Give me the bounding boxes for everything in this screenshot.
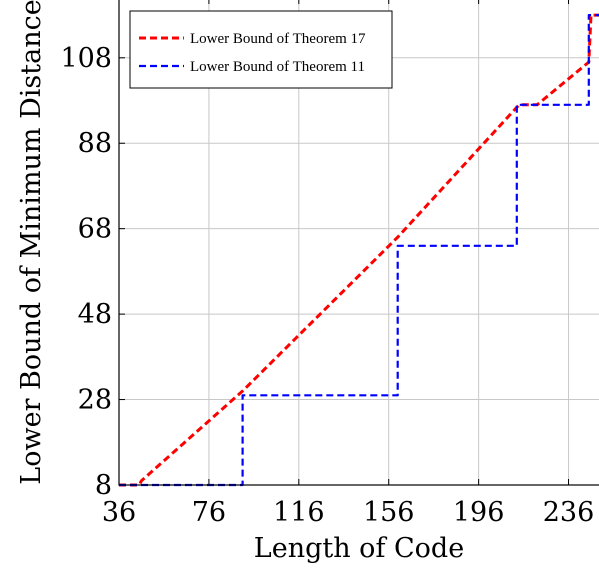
series-line-theorem-17 [119, 13, 599, 487]
legend-box [129, 10, 393, 89]
plot-frame [118, 0, 599, 486]
tick-labels: 36 76 116 156 196 236 8 28 48 68 88 108 [60, 43, 594, 528]
y-tick-label: 88 [78, 128, 112, 159]
y-axis-label: Lower Bound of Minimum Distance [16, 0, 47, 485]
x-tick-label: 76 [192, 497, 226, 528]
x-axis-label: Length of Code [254, 533, 464, 564]
x-tick-label: 196 [453, 497, 505, 528]
x-tick-label: 116 [273, 497, 325, 528]
y-tick-label: 108 [60, 43, 112, 74]
ticks [118, 0, 570, 486]
legend-label-theorem-17: Lower Bound of Theorem 17 [190, 31, 366, 47]
series-lines [119, 13, 599, 487]
y-tick-label: 68 [78, 214, 112, 245]
legend: Lower Bound of Theorem 17 Lower Bound of… [129, 10, 393, 89]
x-tick-label: 156 [363, 497, 415, 528]
y-tick-label: 8 [95, 470, 112, 501]
x-tick-label: 36 [102, 497, 136, 528]
series-line-theorem-11 [119, 14, 599, 487]
x-tick-label: 236 [543, 497, 595, 528]
legend-label-theorem-11: Lower Bound of Theorem 11 [190, 59, 365, 75]
y-tick-label: 48 [78, 299, 112, 330]
y-tick-label: 28 [78, 385, 112, 416]
